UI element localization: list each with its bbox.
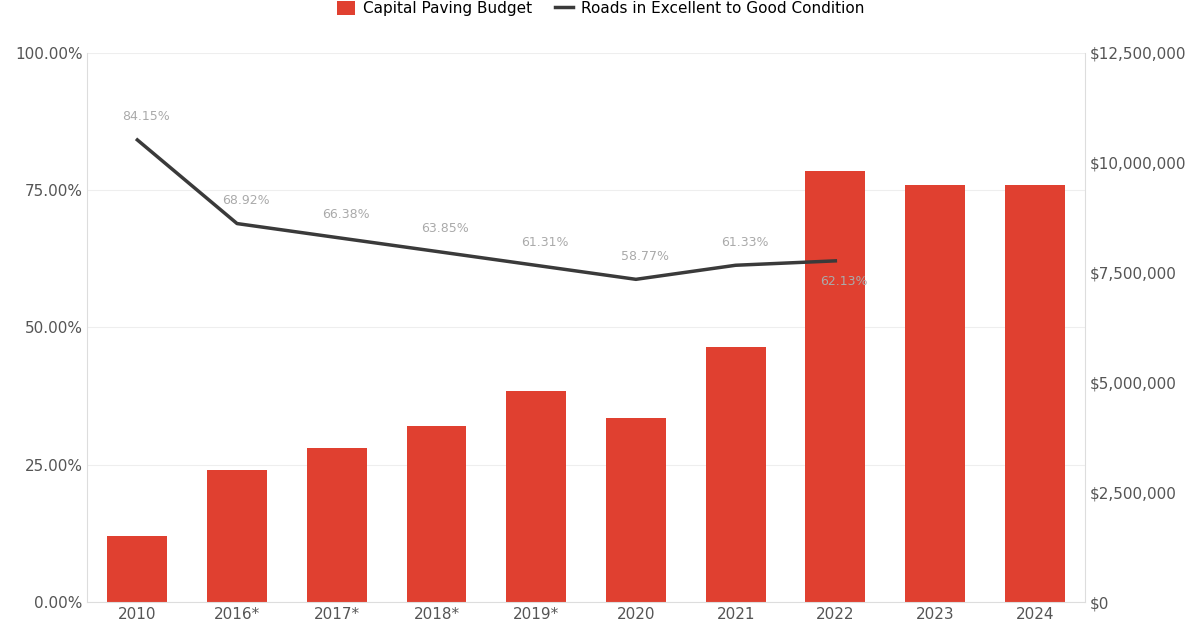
Text: 62.13%: 62.13% xyxy=(820,275,868,289)
Bar xyxy=(407,426,466,602)
Bar xyxy=(906,185,964,602)
Bar xyxy=(507,391,566,602)
Bar xyxy=(1005,185,1065,602)
Bar xyxy=(806,171,865,602)
Text: 61.33%: 61.33% xyxy=(721,236,769,249)
Text: 68.92%: 68.92% xyxy=(222,194,270,207)
Bar xyxy=(706,347,765,602)
Legend: Capital Paving Budget, Roads in Excellent to Good Condition: Capital Paving Budget, Roads in Excellen… xyxy=(330,0,871,22)
Text: 58.77%: 58.77% xyxy=(621,250,669,263)
Text: 84.15%: 84.15% xyxy=(123,110,171,124)
Bar xyxy=(607,418,665,602)
Text: 66.38%: 66.38% xyxy=(322,208,370,221)
Text: 63.85%: 63.85% xyxy=(422,222,470,235)
Bar xyxy=(207,470,267,602)
Bar xyxy=(107,536,167,602)
Text: 61.31%: 61.31% xyxy=(521,236,569,249)
Bar xyxy=(307,448,366,602)
